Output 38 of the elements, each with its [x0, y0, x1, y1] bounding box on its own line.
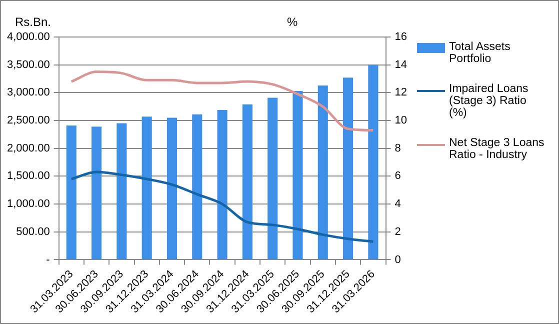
- y2-tick-label: 8: [394, 142, 401, 154]
- bar: [368, 64, 378, 260]
- y-tick-label: 4,000.00: [6, 31, 50, 44]
- y2-tick-label: 0: [394, 254, 401, 266]
- y-tick-label: 2,500.00: [6, 114, 50, 127]
- y-tick-label: 2,000.00: [6, 142, 50, 154]
- y2-tick-label: 16: [394, 31, 408, 44]
- y-axis-title: Rs.Bn.: [15, 15, 52, 29]
- y2-tick-label: 6: [394, 170, 401, 182]
- y-tick-label: 3,500.00: [6, 58, 50, 71]
- legend-label: Total Assets Portfolio: [449, 41, 512, 65]
- y-tick-label: 1,500.00: [6, 170, 50, 182]
- legend-label: Impaired Loans (Stage 3) Ratio (%): [449, 83, 530, 119]
- bar: [92, 126, 102, 260]
- bar: [268, 98, 278, 260]
- bar: [192, 114, 202, 260]
- bar: [166, 118, 178, 260]
- bar: [292, 91, 303, 260]
- bar: [116, 123, 127, 260]
- y2-tick-label: 4: [394, 198, 401, 210]
- bar: [217, 110, 228, 260]
- y-tick-label: 3,000.00: [6, 86, 50, 99]
- y2-tick-label: 10: [394, 114, 408, 127]
- y-tick-label: -: [46, 254, 50, 266]
- bar: [242, 104, 252, 260]
- bar: [66, 126, 76, 260]
- y2-tick-label: 12: [394, 86, 408, 99]
- bar: [142, 116, 152, 260]
- y-tick-label: 500.00: [16, 226, 50, 238]
- legend-label: Net Stage 3 Loans Ratio - Industry: [449, 137, 545, 161]
- y2-tick-label: 14: [394, 58, 408, 71]
- y2-axis-title: %: [287, 15, 298, 29]
- bar: [343, 78, 354, 260]
- line-series: [70, 70, 374, 132]
- bar: [318, 85, 328, 260]
- y-tick-label: 1,000.00: [6, 198, 50, 210]
- y2-tick-label: 2: [394, 226, 401, 238]
- line-series: [70, 170, 374, 243]
